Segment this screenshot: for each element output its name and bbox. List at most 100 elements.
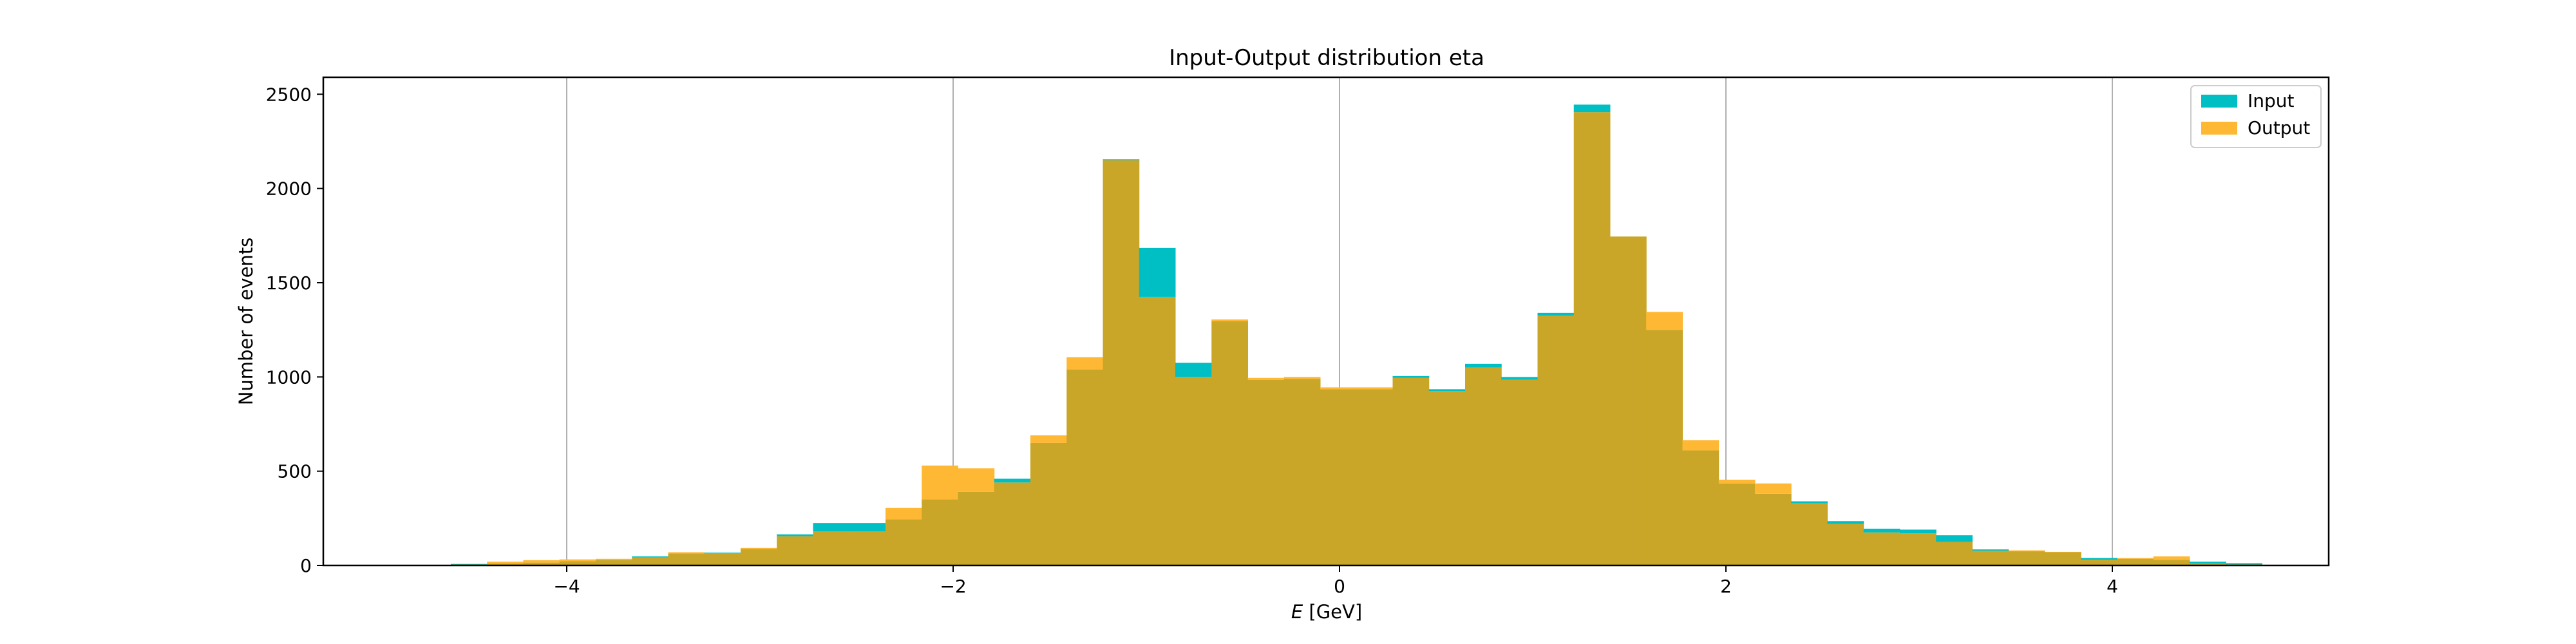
bar-output bbox=[1247, 377, 1285, 380]
bar-overlap bbox=[1247, 379, 1285, 565]
bar-overlap bbox=[958, 491, 995, 565]
bar-overlap bbox=[596, 560, 632, 565]
bar-overlap bbox=[1211, 321, 1248, 565]
bar-input bbox=[632, 556, 668, 558]
bar-input bbox=[1392, 375, 1430, 378]
bar-output bbox=[487, 562, 524, 564]
bar-output bbox=[1755, 483, 1792, 494]
bar-overlap bbox=[1755, 493, 1792, 565]
bar-output bbox=[1320, 387, 1357, 390]
bar-overlap bbox=[1791, 503, 1828, 565]
y-tick-label: 0 bbox=[300, 555, 312, 576]
bar-input bbox=[2226, 563, 2262, 565]
bar-input bbox=[1428, 389, 1466, 392]
bar-input bbox=[2081, 558, 2117, 560]
x-tick-label: 0 bbox=[1334, 576, 1345, 597]
bar-overlap bbox=[1900, 533, 1937, 565]
bar-overlap bbox=[1936, 542, 1973, 565]
bar-overlap bbox=[2045, 552, 2081, 565]
chart-title: Input-Output distribution eta bbox=[1169, 45, 1484, 71]
bar-overlap bbox=[1501, 379, 1538, 565]
bar-input bbox=[1465, 363, 1502, 368]
bar-output bbox=[2153, 556, 2190, 560]
bar-output bbox=[2045, 551, 2081, 553]
bar-overlap bbox=[777, 536, 813, 565]
bar-output bbox=[1682, 440, 1719, 451]
bar-output bbox=[922, 465, 958, 500]
bar-input bbox=[777, 534, 813, 536]
y-tick-label: 2500 bbox=[266, 84, 312, 105]
bar-input bbox=[994, 478, 1031, 483]
bar-overlap bbox=[1610, 236, 1647, 565]
bar-output bbox=[1211, 319, 1248, 321]
bar-overlap bbox=[668, 553, 705, 565]
bar-output bbox=[596, 558, 632, 560]
legend-label-input: Input bbox=[2248, 90, 2295, 111]
x-tick-label: −4 bbox=[553, 576, 580, 597]
y-tick-label: 2000 bbox=[266, 178, 312, 200]
bar-overlap bbox=[1066, 369, 1103, 565]
y-tick-label: 500 bbox=[278, 461, 312, 482]
bar-overlap bbox=[632, 557, 668, 565]
bar-overlap bbox=[1682, 450, 1719, 565]
bar-overlap bbox=[2153, 560, 2190, 565]
bar-overlap bbox=[2081, 560, 2117, 565]
bar-overlap bbox=[1718, 483, 1756, 565]
x-tick-label: 2 bbox=[1720, 576, 1732, 597]
bar-output bbox=[668, 552, 705, 554]
bar-overlap bbox=[813, 531, 850, 565]
bar-input bbox=[1501, 377, 1538, 380]
x-axis: −4 −2 0 2 4 bbox=[553, 565, 2118, 597]
bar-overlap bbox=[1863, 532, 1900, 565]
bar-output bbox=[559, 559, 596, 562]
y-axis-label: Number of events bbox=[235, 238, 257, 406]
bar-overlap bbox=[1465, 367, 1502, 565]
bar-output bbox=[741, 547, 777, 549]
x-axis-label: E [GeV] bbox=[1291, 601, 1362, 623]
bar-overlap bbox=[487, 563, 524, 565]
bar-input bbox=[1537, 312, 1575, 316]
bar-output bbox=[1356, 387, 1393, 390]
bar-output bbox=[523, 560, 560, 563]
legend-label-output: Output bbox=[2248, 117, 2310, 138]
bar-output bbox=[1718, 479, 1756, 484]
bar-input bbox=[1900, 529, 1937, 534]
bar-overlap bbox=[1646, 330, 1683, 565]
x-axis-label-variable: E bbox=[1291, 601, 1303, 623]
bar-output bbox=[1030, 435, 1067, 443]
bar-input bbox=[1827, 521, 1864, 524]
y-axis: 0 500 1000 1500 2000 2500 bbox=[266, 84, 323, 576]
bar-output bbox=[1646, 312, 1683, 330]
bar-input bbox=[1139, 247, 1176, 297]
bar-output bbox=[958, 468, 995, 492]
bar-overlap bbox=[1573, 112, 1611, 566]
x-axis-label-unit: [GeV] bbox=[1303, 601, 1362, 623]
bar-overlap bbox=[1356, 389, 1393, 565]
bar-input bbox=[1103, 159, 1140, 160]
bar-input bbox=[1175, 363, 1212, 377]
bar-overlap bbox=[1103, 160, 1140, 565]
bar-overlap bbox=[2117, 558, 2154, 565]
bar-overlap bbox=[741, 549, 777, 565]
x-tick-label: −2 bbox=[940, 576, 966, 597]
y-tick-label: 1500 bbox=[266, 272, 312, 294]
bar-input bbox=[1863, 528, 1900, 533]
bar-overlap bbox=[886, 519, 922, 565]
bar-overlap bbox=[1175, 377, 1212, 565]
plot-frame bbox=[322, 76, 2330, 567]
bar-overlap bbox=[523, 562, 560, 565]
bar-overlap bbox=[1537, 316, 1575, 565]
bar-input bbox=[2190, 562, 2226, 564]
legend: Input Output bbox=[2190, 85, 2322, 148]
histogram-bars bbox=[451, 104, 2262, 566]
bar-input bbox=[1573, 104, 1611, 113]
y-tick-label: 1000 bbox=[266, 366, 312, 388]
legend-swatch-input bbox=[2201, 95, 2237, 108]
bar-overlap bbox=[922, 499, 958, 565]
legend-swatch-output bbox=[2201, 122, 2237, 135]
bar-overlap bbox=[704, 553, 741, 565]
bar-input bbox=[451, 564, 488, 565]
bar-input bbox=[849, 523, 886, 532]
bar-output bbox=[1283, 377, 1321, 379]
